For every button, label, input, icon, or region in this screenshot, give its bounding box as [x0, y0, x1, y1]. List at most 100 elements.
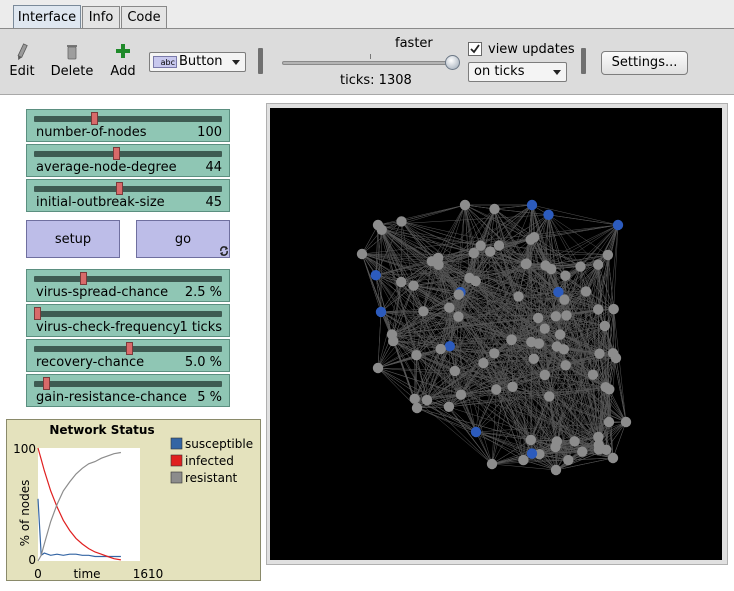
network-node	[525, 434, 536, 446]
network-link	[448, 309, 599, 408]
network-node	[421, 394, 433, 406]
network-node-infected	[526, 448, 538, 459]
trash-icon	[44, 42, 100, 62]
widget-type-select[interactable]: abc Button	[149, 52, 246, 72]
tab-code[interactable]: Code	[121, 6, 167, 28]
network-link	[491, 439, 531, 465]
network-link	[566, 315, 600, 354]
network-node	[372, 362, 384, 374]
network-node	[486, 458, 498, 470]
settings-button[interactable]: Settings...	[601, 51, 688, 75]
network-link	[458, 294, 524, 461]
network-link	[607, 254, 627, 423]
update-mode-select[interactable]: on ticks	[468, 62, 567, 82]
network-link	[401, 221, 470, 279]
network-link	[548, 346, 558, 397]
world-view[interactable]	[270, 108, 722, 560]
network-link	[564, 299, 599, 310]
network-link	[494, 341, 532, 354]
slider-knob[interactable]	[90, 112, 98, 125]
slider-value: 5 %	[197, 390, 222, 405]
network-link	[416, 311, 424, 356]
network-link	[512, 386, 556, 448]
tab-divider	[0, 28, 734, 29]
legend-label-resistant: resistant	[185, 471, 238, 485]
slider-initial-outbreak-size[interactable]: initial-outbreak-size 45	[26, 179, 230, 212]
network-link	[609, 357, 617, 390]
network-link	[413, 285, 567, 316]
network-link	[454, 370, 545, 376]
network-link	[548, 214, 581, 267]
network-node	[444, 302, 455, 313]
slider-average-node-degree[interactable]: average-node-degree 44	[26, 144, 230, 177]
slider-gain-resistance-chance[interactable]: gain-resistance-chance 5 %	[26, 374, 230, 407]
network-link	[460, 251, 491, 293]
network-link	[416, 355, 450, 407]
slider-virus-spread-chance[interactable]: virus-spread-chance 2.5 %	[26, 269, 230, 302]
network-link	[392, 340, 428, 401]
network-link	[597, 264, 617, 359]
network-node	[443, 401, 455, 412]
setup-button[interactable]: setup	[26, 220, 120, 258]
slider-knob[interactable]	[112, 147, 120, 160]
network-link	[545, 224, 619, 266]
network-link	[556, 325, 605, 347]
network-link	[400, 281, 424, 312]
tab-info[interactable]: Info	[82, 6, 120, 28]
edit-button[interactable]: Edit	[0, 42, 50, 82]
network-link	[392, 285, 414, 342]
slider-knob[interactable]	[34, 307, 41, 320]
network-link	[381, 204, 466, 231]
network-link	[413, 264, 439, 286]
slider-virus-check-frequency[interactable]: virus-check-frequency 1 ticks	[26, 304, 230, 337]
network-link	[613, 224, 619, 310]
slider-knob[interactable]	[116, 182, 124, 195]
network-link	[555, 224, 619, 448]
network-link	[480, 245, 567, 316]
network-link	[475, 251, 491, 282]
view-updates-checkbox[interactable]	[468, 42, 482, 56]
slider-recovery-chance[interactable]: recovery-chance 5.0 %	[26, 339, 230, 372]
network-link	[438, 264, 459, 295]
tab-interface[interactable]: Interface	[13, 5, 81, 29]
network-link	[491, 463, 557, 471]
slider-knob[interactable]	[43, 377, 51, 390]
add-button[interactable]: Add	[95, 42, 151, 82]
network-link	[380, 311, 605, 327]
network-link	[438, 264, 470, 279]
network-node	[529, 232, 540, 243]
network-link	[375, 275, 456, 372]
network-link	[598, 421, 627, 446]
network-link	[401, 281, 512, 340]
network-link	[375, 229, 382, 276]
network-node	[376, 224, 387, 235]
network-node	[539, 369, 550, 381]
network-link	[448, 362, 484, 407]
network-link	[469, 277, 540, 344]
network-link	[431, 261, 450, 308]
speed-slider-knob[interactable]	[445, 55, 460, 70]
network-link	[449, 346, 497, 390]
slider-knob[interactable]	[79, 272, 87, 285]
view-updates-label: view updates	[488, 42, 575, 57]
network-link	[592, 264, 599, 375]
network-link	[440, 316, 459, 350]
speed-slider-track[interactable]	[282, 61, 454, 65]
delete-button[interactable]: Delete	[44, 42, 100, 82]
network-link	[391, 281, 402, 335]
forever-icon	[220, 246, 228, 256]
network-link	[381, 229, 439, 259]
network-link	[551, 224, 619, 270]
slider-number-of-nodes[interactable]: number-of-nodes 100	[26, 109, 230, 142]
slider-knob[interactable]	[125, 342, 133, 355]
network-node	[580, 286, 592, 297]
network-link	[494, 353, 545, 376]
network-node	[577, 446, 588, 457]
network-link	[574, 254, 609, 442]
go-button[interactable]: go	[136, 220, 230, 258]
edit-label: Edit	[9, 64, 35, 79]
network-link	[414, 355, 417, 399]
legend-infected: infected	[170, 454, 234, 468]
toolbar-separator	[258, 48, 263, 74]
slider-value: 5.0 %	[184, 355, 222, 370]
